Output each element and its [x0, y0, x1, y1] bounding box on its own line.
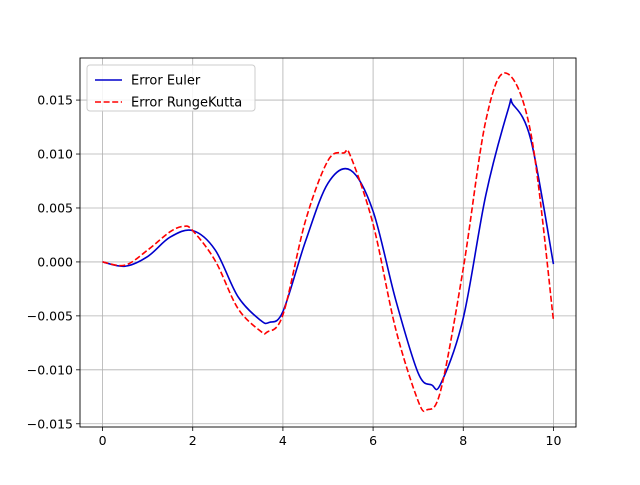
x-tick-label: 6	[369, 433, 377, 448]
y-tick-label: 0.015	[37, 93, 73, 108]
legend-label-error-euler: Error Euler	[131, 74, 201, 89]
legend-label-error-rungekutta: Error RungeKutta	[131, 96, 242, 111]
data-series	[102, 72, 555, 413]
y-tick-label: −0.015	[27, 416, 73, 431]
plot-area-frame	[79, 57, 577, 428]
y-tick-label: 0.005	[37, 200, 73, 215]
series-line-error-rungekutta	[102, 72, 555, 413]
x-tick-label: 0	[99, 433, 107, 448]
x-tick-label: 10	[546, 433, 562, 448]
grid-lines	[80, 58, 576, 427]
x-tick-label: 4	[279, 433, 287, 448]
x-tick-label: 8	[459, 433, 467, 448]
axis-ticks: 0 2 4 6 8 10 −0.015 −0.010 −0.005 0.000 0.005 0.010…	[27, 93, 562, 448]
legend-box	[86, 64, 256, 112]
y-tick-label: 0.010	[37, 147, 73, 162]
y-tick-label: −0.010	[27, 362, 73, 377]
x-tick-label: 2	[189, 433, 197, 448]
y-tick-label: −0.005	[27, 308, 73, 323]
legend: Error Euler Error RungeKutta	[86, 64, 256, 112]
y-tick-label: 0.000	[37, 254, 73, 269]
